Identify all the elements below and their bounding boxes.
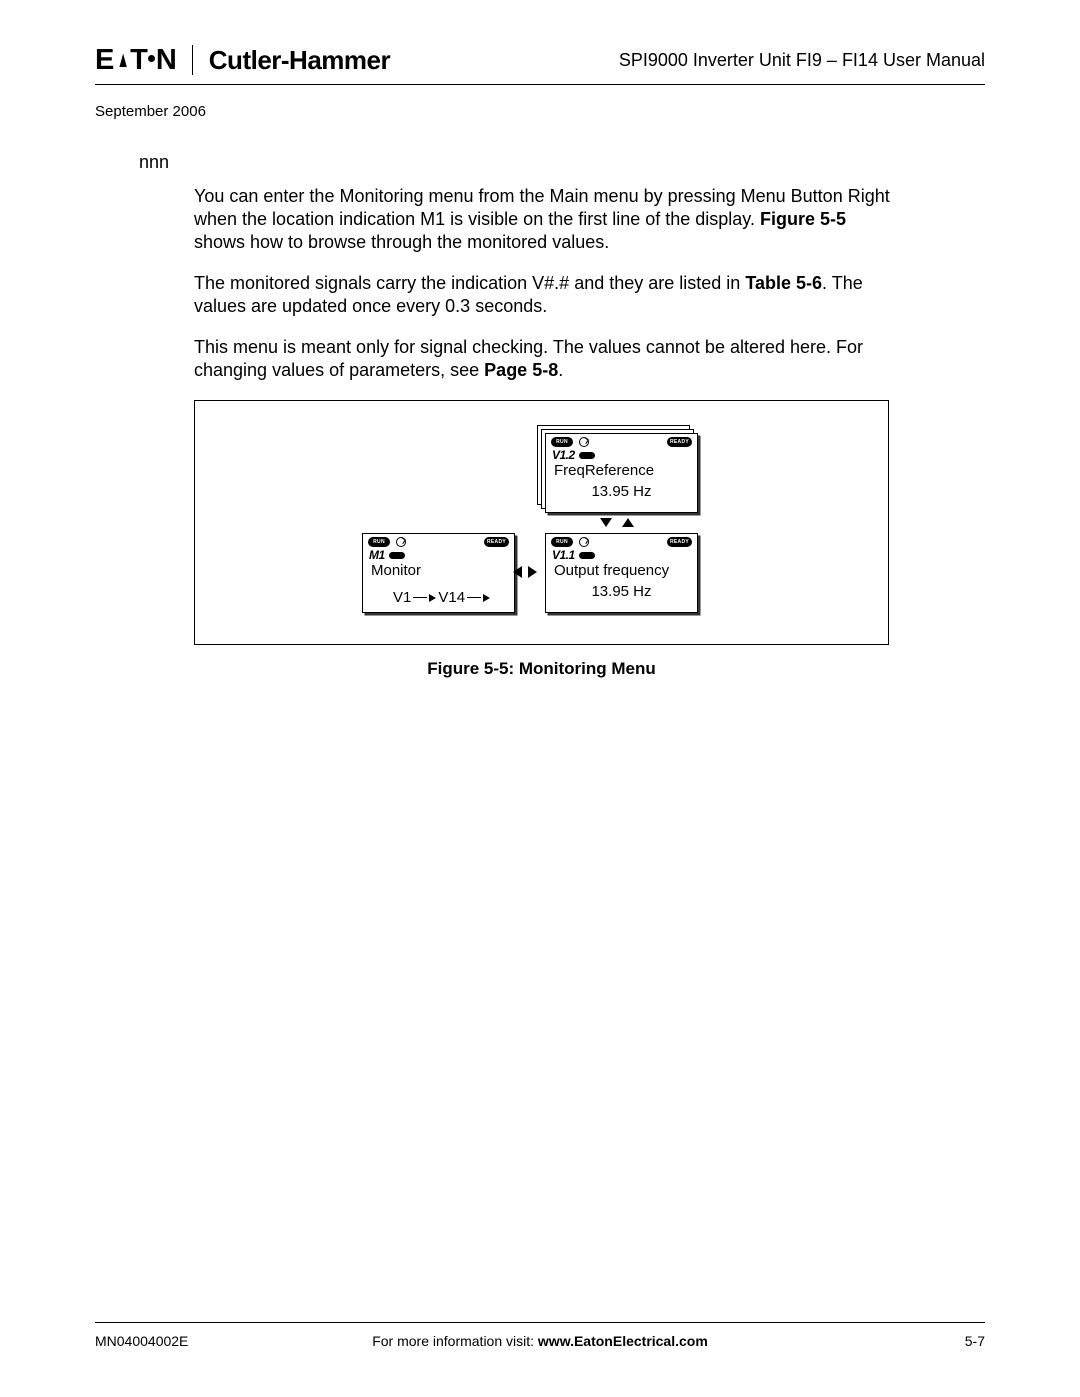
page-header: E▲TN Cutler-Hammer SPI9000 Inverter Unit… — [95, 40, 985, 80]
lcd-label: Output frequency — [546, 562, 697, 581]
table-ref: Table 5-6 — [745, 273, 822, 293]
lcd-label: Monitor — [363, 562, 514, 581]
vertical-divider — [192, 45, 193, 75]
page-footer: MN04004002E For more information visit: … — [95, 1322, 985, 1349]
lcd-id: V1.2 — [552, 448, 575, 462]
lcd-id-row: V1.1 — [546, 548, 697, 562]
rotate-icon — [579, 537, 589, 547]
arrow-icon — [413, 597, 427, 598]
run-pill: RUN — [368, 537, 390, 547]
footer-center-text: For more information visit: — [372, 1333, 538, 1349]
document-date: September 2006 — [95, 103, 985, 120]
lcd-value: 13.95 Hz — [546, 481, 697, 500]
page-ref: Page 5-8 — [484, 360, 558, 380]
paragraph-3: This menu is meant only for signal check… — [194, 336, 894, 382]
nav-up-down — [600, 518, 634, 527]
section-marker: nnn — [139, 152, 985, 173]
range-to: V14 — [438, 589, 465, 606]
eaton-logo-part: N — [156, 44, 176, 76]
triangle-right-icon — [528, 566, 537, 578]
lcd-id-row: V1.2 — [546, 448, 697, 462]
figure-ref: Figure 5-5 — [760, 209, 846, 229]
lcd-status-row: RUN READY — [546, 534, 697, 548]
paragraph-1: You can enter the Monitoring menu from t… — [194, 185, 894, 254]
lcd-status-row: RUN READY — [546, 434, 697, 448]
document-title: SPI9000 Inverter Unit FI9 – FI14 User Ma… — [619, 50, 985, 71]
header-left: E▲TN Cutler-Hammer — [95, 44, 390, 77]
footer-url: www.EatonElectrical.com — [538, 1333, 708, 1349]
lcd-card: RUN READY V1.1Output frequency13.95 Hz — [545, 533, 698, 613]
figure-5-5: RUNREADYV1.2FreqReference13.95 HzRUNREAD… — [194, 400, 889, 645]
lcd-label: FreqReference — [546, 462, 697, 481]
ready-pill: READY — [667, 537, 692, 547]
run-pill: RUN — [551, 437, 573, 447]
lcd-id-row: M1 — [363, 548, 514, 562]
triangle-up-icon — [622, 518, 634, 527]
text: shows how to browse through the monitore… — [194, 232, 609, 252]
run-pill: RUN — [551, 537, 573, 547]
figure-caption: Figure 5-5: Monitoring Menu — [194, 659, 889, 679]
colon-glyph: ▲ — [117, 46, 129, 73]
footer-rule — [95, 1322, 985, 1323]
arrow-right-icon — [483, 594, 490, 602]
triangle-down-icon — [600, 518, 612, 527]
header-rule — [95, 84, 985, 85]
lcd-card: RUN READY V1.2FreqReference13.95 Hz — [545, 433, 698, 513]
range-from: V1 — [393, 589, 411, 606]
body-text: You can enter the Monitoring menu from t… — [194, 185, 894, 382]
eaton-logo-part: T — [130, 44, 147, 76]
lcd-id: M1 — [369, 548, 385, 562]
eaton-logo-part: E — [95, 44, 113, 76]
io-pill-icon — [579, 452, 595, 459]
lcd-range: V1 V14 — [393, 589, 490, 606]
page: E▲TN Cutler-Hammer SPI9000 Inverter Unit… — [0, 0, 1080, 1397]
triangle-left-icon — [513, 566, 522, 578]
ready-pill: READY — [484, 537, 509, 547]
lcd-value: 13.95 Hz — [546, 581, 697, 600]
lcd-id: V1.1 — [552, 548, 575, 562]
rotate-icon — [579, 437, 589, 447]
io-pill-icon — [389, 552, 405, 559]
footer-center: For more information visit: www.EatonEle… — [95, 1333, 985, 1349]
arrow-right-icon — [429, 594, 436, 602]
eaton-logo: E▲TN — [95, 44, 176, 77]
text: The monitored signals carry the indicati… — [194, 273, 745, 293]
cutler-hammer-label: Cutler-Hammer — [209, 45, 390, 76]
ready-pill: READY — [667, 437, 692, 447]
io-pill-icon — [579, 552, 595, 559]
nav-left-right — [513, 566, 537, 578]
footer-row: MN04004002E For more information visit: … — [95, 1333, 985, 1349]
paragraph-2: The monitored signals carry the indicati… — [194, 272, 894, 318]
arrow-icon — [467, 597, 481, 598]
lcd-status-row: RUN READY — [363, 534, 514, 548]
rotate-icon — [396, 537, 406, 547]
text: . — [558, 360, 563, 380]
dot-icon — [148, 55, 155, 62]
